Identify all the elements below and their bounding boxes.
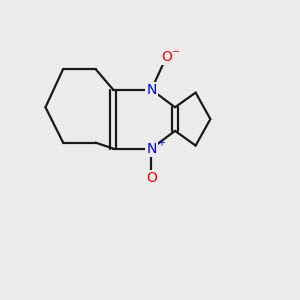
Text: N: N: [146, 142, 157, 155]
Text: O: O: [161, 50, 172, 64]
Text: N: N: [146, 82, 157, 97]
Text: +: +: [157, 138, 165, 148]
Text: −: −: [172, 47, 180, 57]
Text: O: O: [146, 171, 157, 185]
